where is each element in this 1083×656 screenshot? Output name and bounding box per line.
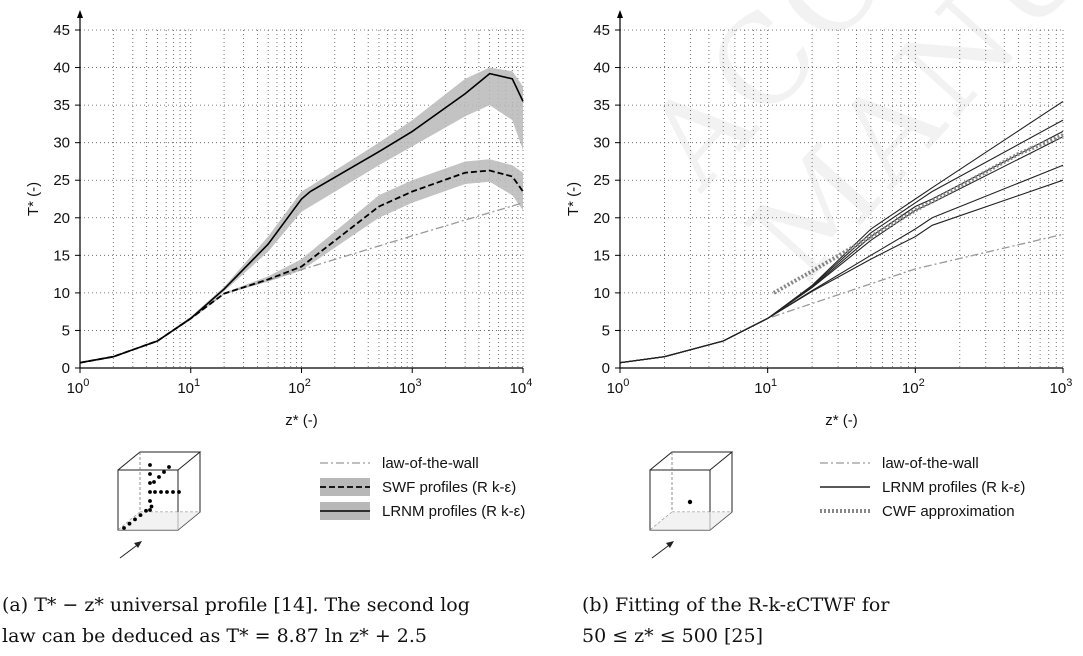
y-tick-label: 20: [593, 210, 610, 227]
cube-point: [133, 517, 137, 522]
cube-point: [687, 499, 693, 505]
y-tick-label: 25: [53, 172, 70, 189]
legend-label: SWF profiles (R k-ε): [382, 479, 516, 496]
x-tick-label: 102: [288, 377, 311, 397]
y-tick-label: 30: [53, 135, 70, 152]
y-tick-label: 30: [593, 135, 610, 152]
y-axis-arrow: [77, 10, 83, 18]
series-line-4: [619, 136, 1064, 364]
y-tick-label: 10: [593, 285, 610, 302]
cube-point: [157, 475, 161, 479]
series-line-1: [79, 169, 524, 364]
direction-arrowhead: [134, 541, 142, 548]
y-tick-label: 5: [62, 322, 70, 339]
cube-point: [149, 504, 154, 509]
cube-point: [165, 490, 169, 494]
series-line-7: [772, 133, 1064, 295]
cube-floor: [118, 512, 200, 530]
y-tick-label: 45: [593, 22, 610, 39]
cube-point: [159, 490, 163, 494]
inset-cube-b: [649, 451, 734, 559]
caption-a-line1: (a) T* − z* universal profile [14]. The …: [2, 594, 470, 616]
cube-point: [127, 521, 132, 526]
caption-b-line2: 50 ≤ z* ≤ 500 [25]: [582, 625, 763, 647]
x-tick-label: 100: [607, 377, 630, 397]
y-tick-label: 40: [593, 60, 610, 77]
y-tick-label: 5: [602, 322, 610, 339]
x-tick-label: 101: [177, 377, 200, 397]
legend-label: LRNM profiles (R k-ε): [882, 479, 1025, 496]
chart-b: 0 5 10 15 20 25 30 35 40 45 100 101 102 103 z* (-) T* (…: [565, 10, 1072, 429]
x-axis-label: z* (-): [285, 412, 318, 429]
x-tick-label: 104: [510, 377, 533, 397]
y-tick-label: 35: [53, 97, 70, 114]
cube-point: [152, 480, 156, 484]
x-tick-label: 100: [67, 377, 90, 397]
x-tick-label: 101: [754, 377, 777, 397]
caption-b-line1: (b) Fitting of the R-k-εCTWF for: [582, 594, 890, 616]
y-tick-label: 15: [593, 247, 610, 264]
cube-point: [148, 490, 152, 494]
y-axis-arrow: [617, 10, 623, 18]
legend-label: law-of-the-wall: [882, 455, 979, 472]
cube-point: [177, 490, 181, 494]
cube-point: [138, 513, 143, 517]
cube-point: [162, 470, 166, 474]
chart-a: 0 5 10 15 20 25 30 35 40 45 100 101 102 103 104 z* (-) T…: [25, 10, 532, 429]
y-tick-label: 20: [53, 210, 70, 227]
x-tick-label: 102: [902, 377, 925, 397]
cube-point: [148, 499, 152, 503]
cube-point: [153, 490, 157, 494]
legend-b: law-of-the-wall LRNM profiles (R k-ε) CWF …: [820, 455, 1025, 520]
y-tick-label: 35: [593, 97, 610, 114]
legend-label: law-of-the-wall: [382, 455, 479, 472]
series-band-2: [80, 67, 523, 364]
legend-label: LRNM profiles (R k-ε): [382, 503, 525, 520]
legend-a: law-of-the-wall SWF profiles (R k-ε) LRNM …: [320, 455, 525, 520]
x-axis-label: z* (-): [825, 412, 858, 429]
y-tick-label: 0: [62, 360, 70, 377]
series-line-0: [619, 233, 1064, 364]
y-tick-label: 10: [53, 285, 70, 302]
y-tick-label: 15: [53, 247, 70, 264]
y-tick-label: 45: [53, 22, 70, 39]
cube-point: [148, 472, 152, 476]
y-tick-label: 40: [53, 60, 70, 77]
cube-point: [122, 526, 126, 530]
caption-a-line2: law can be deduced as T* = 8.87 ln z* + …: [2, 625, 428, 647]
series-line-2: [79, 72, 524, 364]
series-line-2: [619, 119, 1064, 364]
cube-point: [167, 465, 171, 469]
legend-band: [320, 478, 370, 496]
cube-floor: [650, 512, 732, 530]
y-tick-label: 0: [602, 360, 610, 377]
series-line-6: [619, 179, 1064, 364]
legend-label: CWF approximation: [882, 503, 1015, 520]
cube-point: [148, 463, 152, 467]
caption-a: (a) T* − z* universal profile [14]. The …: [2, 590, 522, 652]
x-tick-label: 103: [399, 377, 422, 397]
caption-b: (b) Fitting of the R-k-εCTWF for 50 ≤ z*…: [582, 590, 1082, 652]
cube-point: [144, 508, 148, 513]
cube-point: [171, 490, 175, 494]
series-band-1: [80, 159, 523, 364]
x-tick-label: 103: [1050, 377, 1073, 397]
cube-point: [148, 481, 152, 485]
inset-cube-a: [117, 451, 202, 559]
y-tick-label: 25: [593, 172, 610, 189]
y-axis-label: T* (-): [25, 182, 42, 216]
y-axis-label: T* (-): [565, 182, 582, 216]
direction-arrowhead: [666, 541, 674, 548]
series-line-1: [619, 100, 1064, 364]
cube-point: [148, 508, 152, 512]
